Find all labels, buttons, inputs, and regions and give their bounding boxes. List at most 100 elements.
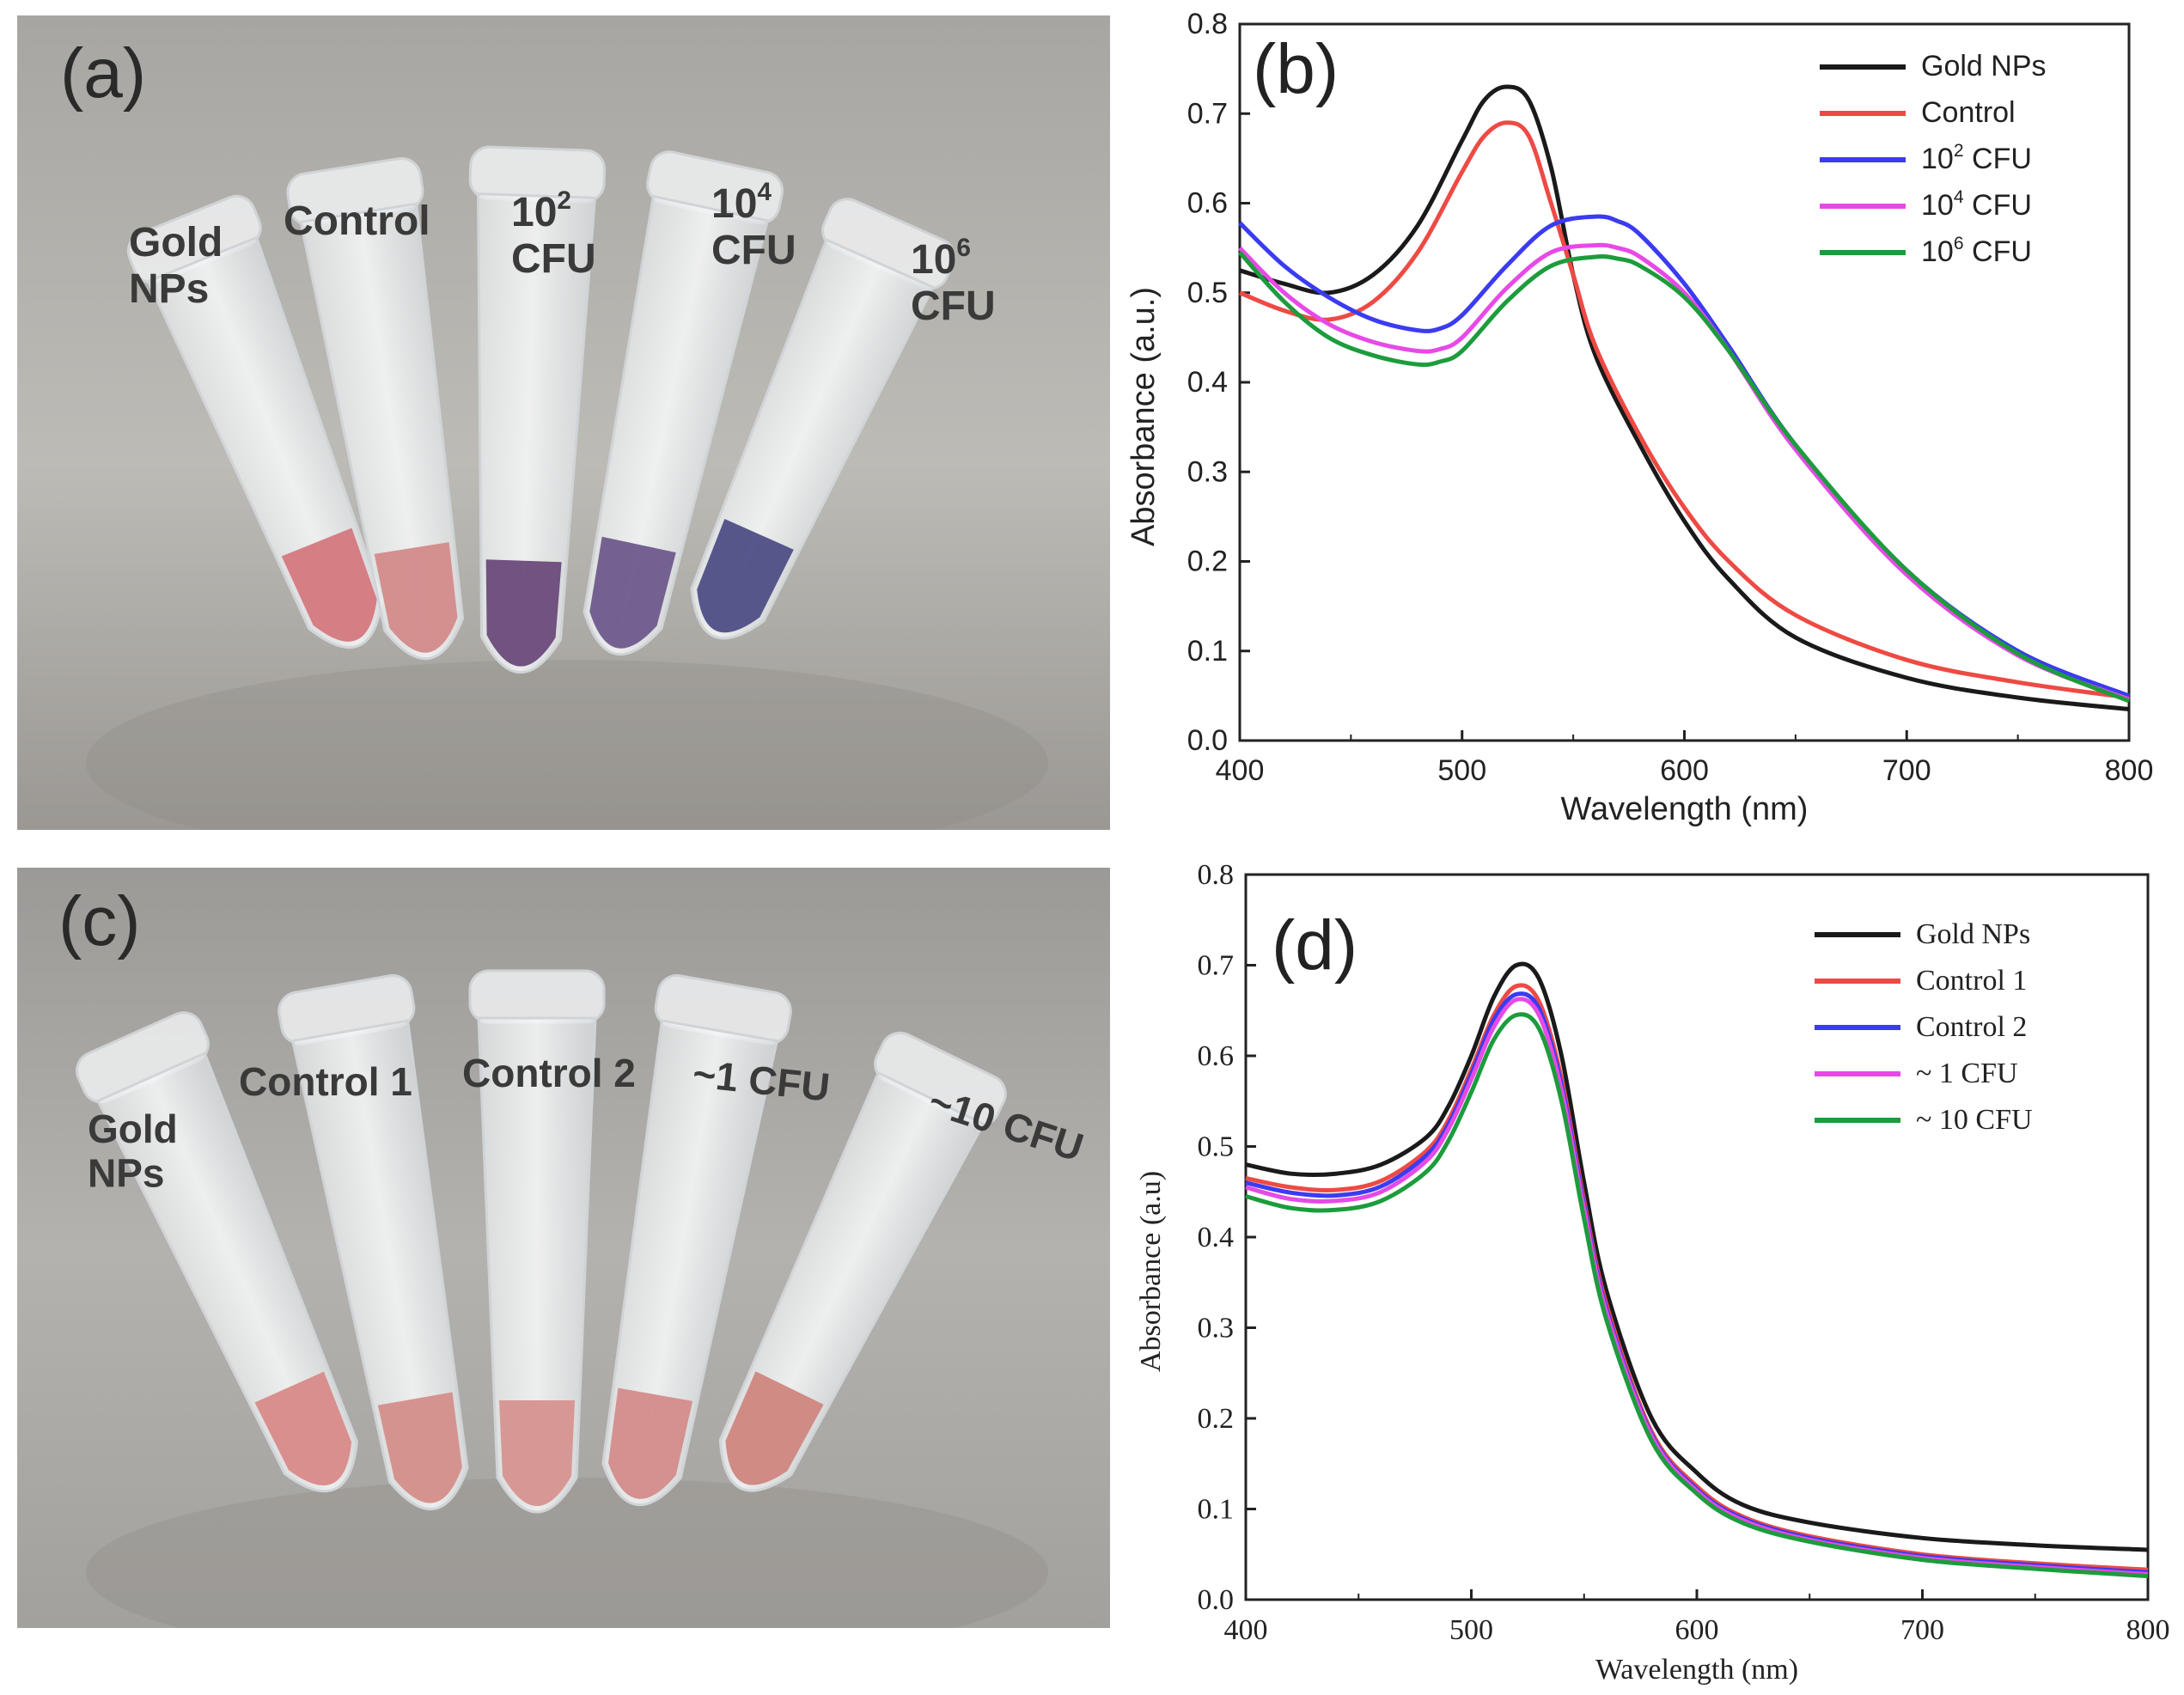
tube-body xyxy=(299,202,465,661)
legend-entry-unit: CFU xyxy=(1964,235,2032,268)
tube xyxy=(583,150,784,656)
tube-label-line1: 10 xyxy=(711,181,757,227)
series-line xyxy=(1239,84,2130,711)
legend-entry-base: 10 xyxy=(1921,235,1954,268)
legend-entry-unit: CFU xyxy=(1964,189,2032,222)
y-tick-label: 0.7 xyxy=(1198,950,1235,982)
series-line xyxy=(1238,242,2130,702)
y-tick-label: 0.2 xyxy=(1198,1403,1235,1435)
x-tick-label: 800 xyxy=(2105,754,2154,787)
x-axis-label: Wavelength (nm) xyxy=(1561,791,1809,827)
y-tick-label: 0.2 xyxy=(1187,546,1228,578)
tube-liquid xyxy=(254,1371,352,1485)
legend-entry-superscript: 4 xyxy=(1954,187,1964,207)
x-tick-label: 500 xyxy=(1449,1614,1493,1646)
y-tick-label: 0.0 xyxy=(1187,724,1228,757)
y-tick-label: 0.8 xyxy=(1187,8,1228,40)
tube xyxy=(468,969,606,1514)
series-line xyxy=(1239,120,2130,700)
x-tick-label: 700 xyxy=(1882,754,1931,787)
tube-liquid xyxy=(499,1400,575,1506)
tube-label: Control xyxy=(284,198,430,244)
tube-label-line1: 10 xyxy=(511,190,557,235)
photo-a: Gold NPs Control 102 CFU 104 CFU 106 CFU (a) xyxy=(17,15,1110,830)
legend-entry-superscript: 6 xyxy=(1954,234,1964,253)
y-tick-label: 0.0 xyxy=(1198,1584,1235,1616)
legend-entry: Control xyxy=(1921,96,2016,129)
y-axis-label: Absorbance (a.u) xyxy=(1135,1171,1167,1372)
tube-label-line1: Gold xyxy=(88,1107,178,1151)
legend-entry: ~ 10 CFU xyxy=(1916,1104,2033,1136)
photo-a-shadow xyxy=(86,660,1048,830)
y-tick-label: 0.1 xyxy=(1198,1494,1235,1526)
tube-label-line1: Gold xyxy=(129,220,223,265)
photo-c-shadow xyxy=(86,1478,1048,1628)
tube-label-superscript: 2 xyxy=(557,186,571,215)
x-tick-label: 600 xyxy=(1675,1614,1719,1646)
y-tick-label: 0.5 xyxy=(1187,277,1228,309)
y-tick-label: 0.4 xyxy=(1198,1222,1235,1253)
tube xyxy=(601,974,792,1507)
y-tick-label: 0.7 xyxy=(1187,97,1228,130)
chart-b-group: 400 500 600 700 800 0.0 0.1 0.2 0.3 0.4 0.5 0.6 0.7 0… xyxy=(1126,8,2153,827)
tube-body xyxy=(95,1052,358,1493)
x-tick-label: 400 xyxy=(1224,1614,1268,1646)
tube-liquid xyxy=(281,527,377,642)
legend-entry: Control 1 xyxy=(1916,965,2027,997)
legend-entry-unit: CFU xyxy=(1964,143,2032,175)
panel-label: (d) xyxy=(1272,906,1357,985)
tube-label-line1: Control 1 xyxy=(239,1059,412,1104)
tube xyxy=(76,1011,358,1493)
tube-body xyxy=(477,1016,597,1514)
series-line xyxy=(1238,214,2130,698)
tube xyxy=(690,198,955,640)
panel-label-c: (c) xyxy=(58,882,141,960)
tube-label-line2: CFU xyxy=(511,236,596,282)
tube xyxy=(718,1031,1007,1492)
tube-label-line2: CFU xyxy=(911,284,996,329)
y-axis-label: Absorbance (a.u.) xyxy=(1126,287,1162,546)
series-line xyxy=(1245,997,2149,1576)
tube-label: Gold NPs xyxy=(88,1107,178,1196)
tube-body xyxy=(583,194,770,656)
y-tick-label: 0.6 xyxy=(1198,1040,1235,1072)
tube-label: Control 2 xyxy=(462,1051,636,1095)
tube xyxy=(468,145,607,674)
legend-entry-base: Control xyxy=(1921,96,2016,129)
tube-label-line2: CFU xyxy=(711,228,796,273)
tube-liquid xyxy=(608,1387,693,1499)
photo-c: Gold NPs Control 1 Control 2 ~1 CFU ~10 CFU (… xyxy=(17,868,1110,1628)
tube-body xyxy=(601,1019,779,1507)
tube xyxy=(126,194,384,649)
y-tick-label: 0.3 xyxy=(1198,1313,1235,1344)
legend-entry: 104 CFU xyxy=(1921,187,2032,222)
tube-label-superscript: 6 xyxy=(956,234,971,262)
plot-frame xyxy=(1238,22,2131,742)
legend-entry: 102 CFU xyxy=(1921,141,2032,175)
tube-label-line2: NPs xyxy=(129,266,209,312)
tube-liquid xyxy=(697,518,794,633)
x-tick-label: 600 xyxy=(1660,754,1709,787)
tube-label-line2: NPs xyxy=(88,1151,164,1196)
legend-entry: Gold NPs xyxy=(1916,918,2030,950)
legend-entry-base: 10 xyxy=(1921,143,1954,175)
x-axis-label: Wavelength (nm) xyxy=(1595,1654,1798,1686)
tube-label-superscript: 4 xyxy=(757,178,772,206)
tube-liquid xyxy=(485,559,562,667)
y-tick-label: 0.3 xyxy=(1187,455,1228,488)
panel-label-a: (a) xyxy=(60,34,146,113)
x-tick-label: 500 xyxy=(1437,754,1486,787)
tube-label-line1: 10 xyxy=(911,237,956,283)
panel-label: (b) xyxy=(1253,30,1339,108)
legend-entry: 106 CFU xyxy=(1921,234,2032,268)
y-tick-label: 0.5 xyxy=(1198,1131,1235,1163)
chart-d-group: 400 500 600 700 800 0.0 0.1 0.2 0.3 0.4 0.5 0.6 0.7 0… xyxy=(1135,859,2170,1686)
y-tick-label: 0.4 xyxy=(1187,366,1228,399)
legend-entry: Gold NPs xyxy=(1921,50,2047,82)
x-tick-label: 700 xyxy=(1900,1614,1944,1646)
tube xyxy=(278,974,469,1511)
series-line xyxy=(1245,991,2149,1575)
tube-cap xyxy=(468,969,606,1024)
